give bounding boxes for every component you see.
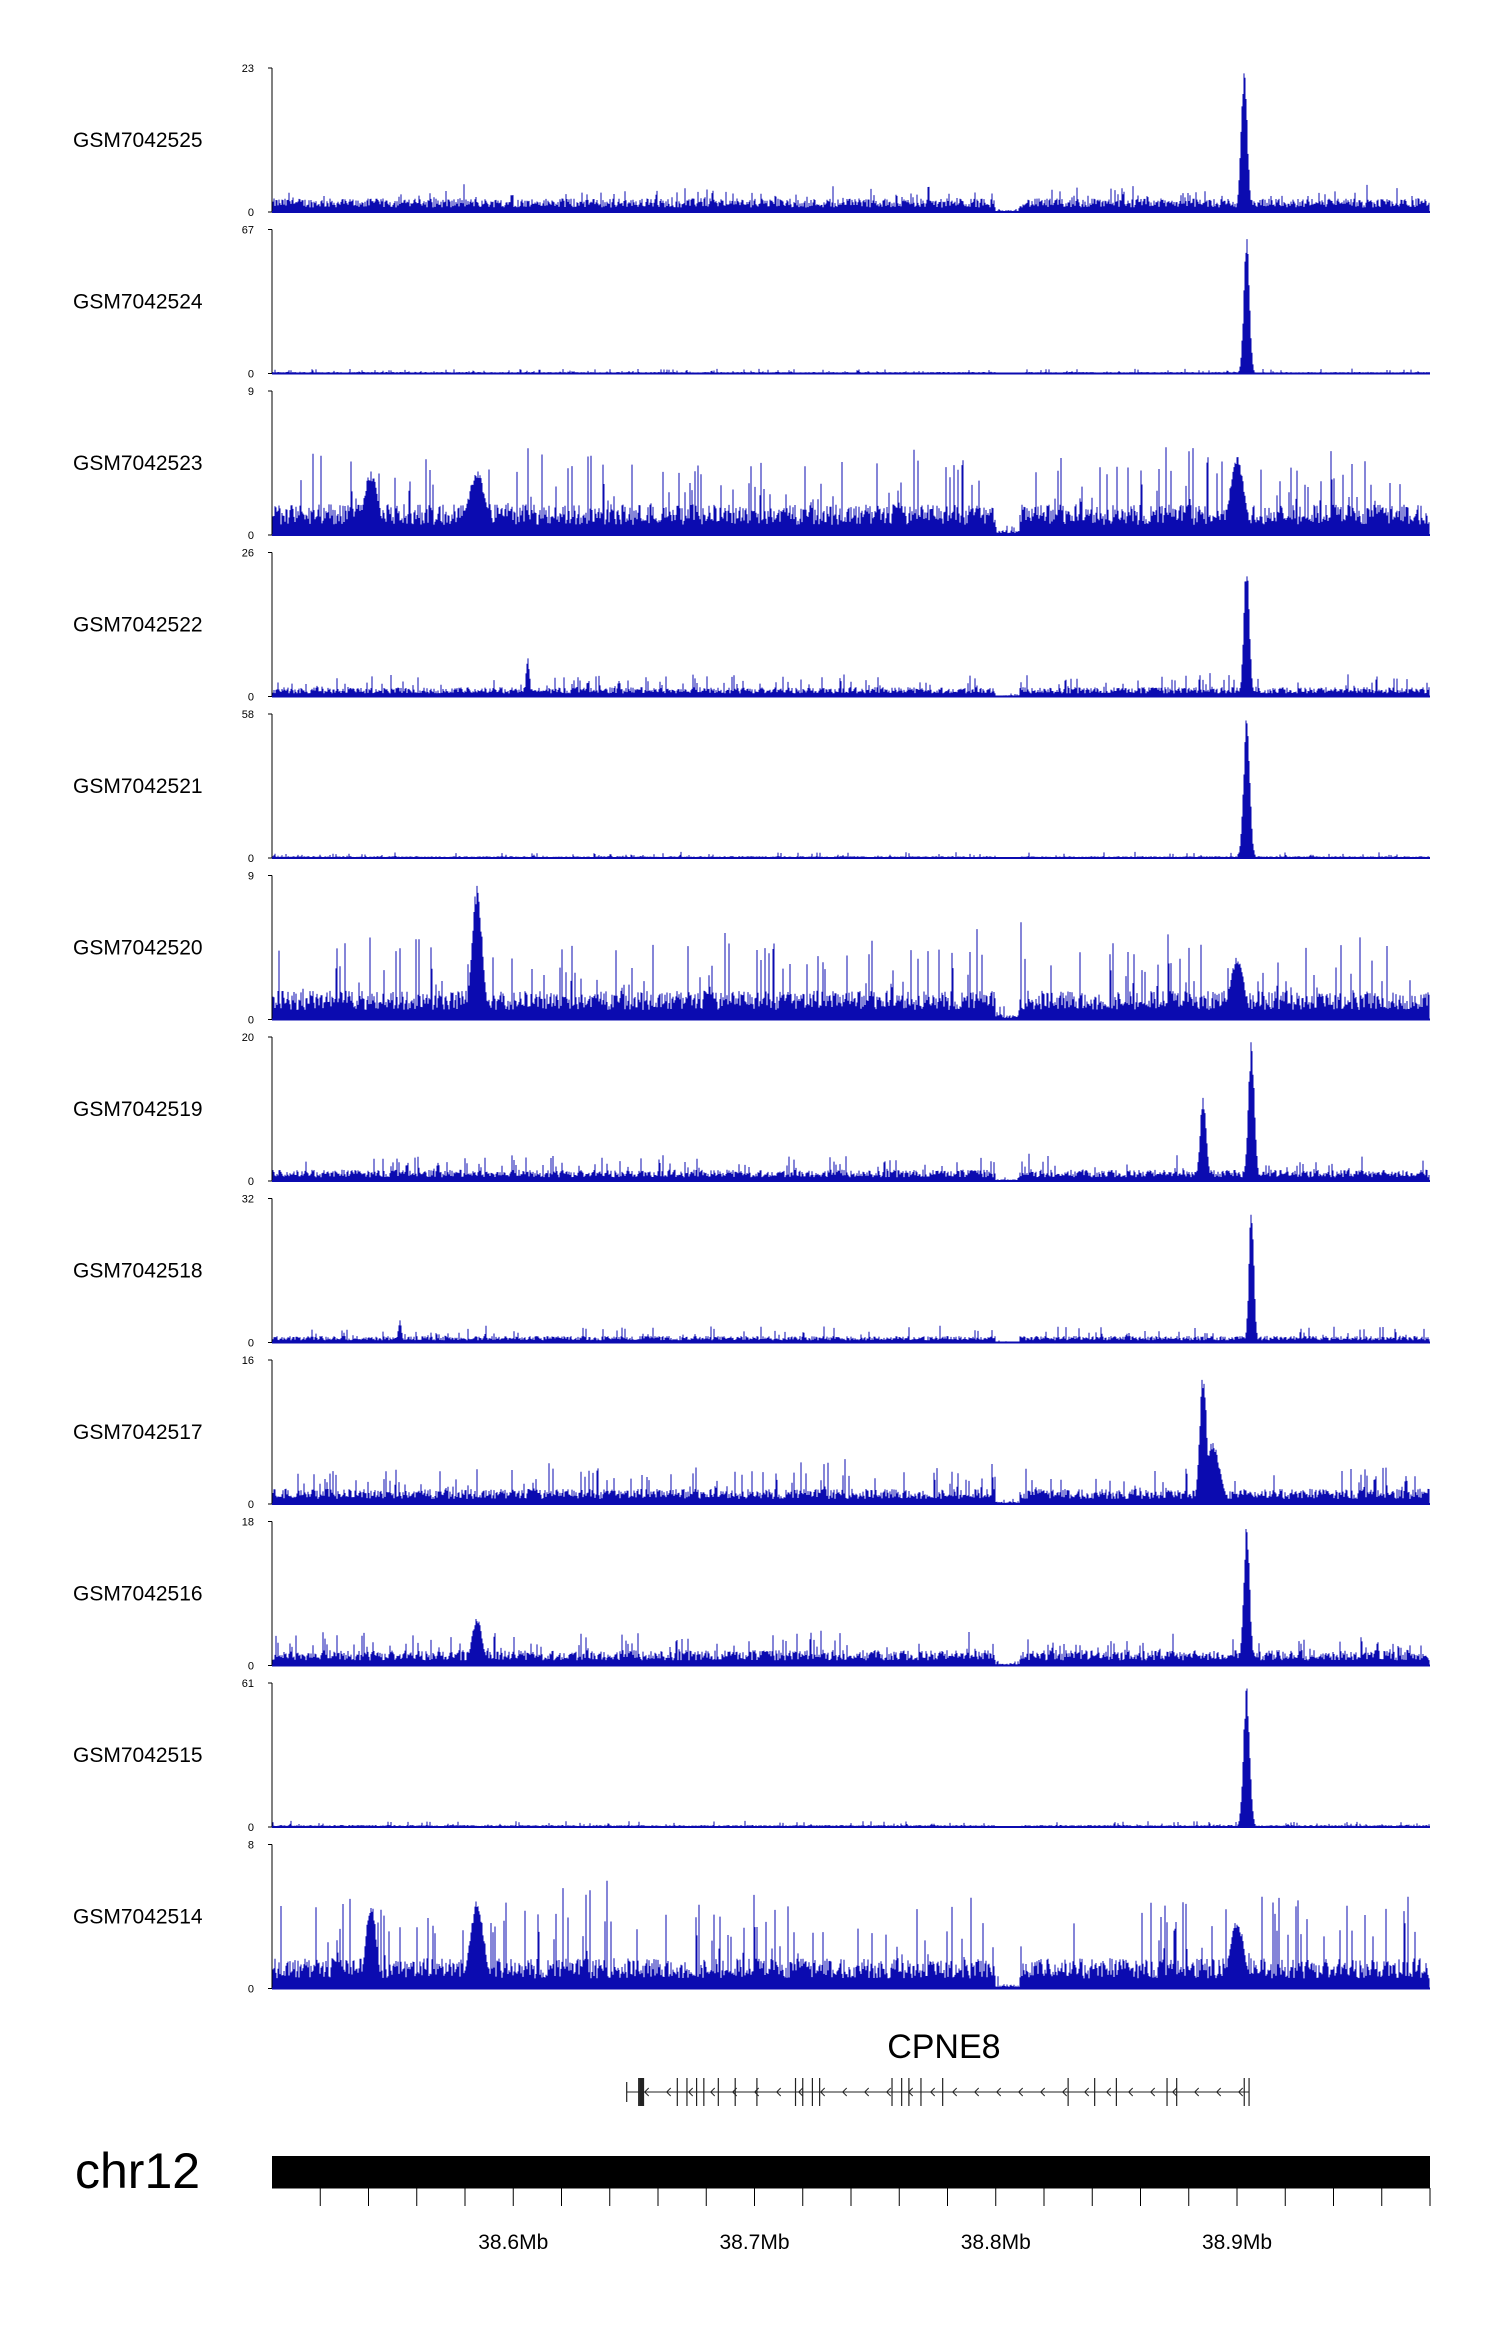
genomic-tick-label: 38.7Mb [719, 2231, 789, 2254]
strand-arrow [885, 2087, 892, 2097]
y-max-label: 26 [242, 548, 254, 560]
coverage-signal [272, 1042, 1430, 1181]
strand-arrow [1127, 2087, 1134, 2097]
track-label: GSM7042515 [73, 1744, 203, 1767]
strand-arrow [1149, 2087, 1156, 2097]
coverage-signal [272, 1214, 1430, 1343]
track-label: GSM7042525 [73, 129, 203, 152]
track-label: GSM7042519 [73, 1098, 203, 1121]
track-gsm7042524: GSM7042524 67 0 [73, 225, 1430, 381]
strand-arrow [797, 2087, 804, 2097]
genomic-tick-label: 38.9Mb [1202, 2231, 1272, 2254]
y-min-label: 0 [248, 1661, 254, 1673]
strand-arrow [863, 2087, 870, 2097]
strand-arrow [819, 2087, 826, 2097]
chromosome-label: chr12 [75, 2143, 200, 2199]
strand-arrow [1083, 2087, 1090, 2097]
track-gsm7042522: GSM7042522 26 0 [73, 548, 1430, 704]
y-max-label: 20 [242, 1032, 254, 1044]
track-gsm7042520: GSM7042520 9 0 [73, 871, 1430, 1027]
y-min-label: 0 [248, 1984, 254, 1996]
strand-arrow [1039, 2087, 1046, 2097]
coverage-signal [272, 1880, 1430, 1989]
tracks-layer: GSM7042525230GSM7042524670GSM704252390GS… [73, 63, 1430, 1996]
strand-arrow [951, 2087, 958, 2097]
track-gsm7042519: GSM7042519 20 0 [73, 1032, 1430, 1188]
coverage-signal [272, 885, 1430, 1020]
track-gsm7042521: GSM7042521 58 0 [73, 709, 1430, 865]
y-max-label: 16 [242, 1355, 254, 1367]
track-label: GSM7042516 [73, 1583, 203, 1606]
strand-arrow [1171, 2087, 1178, 2097]
coverage-signal [272, 1688, 1430, 1827]
y-max-label: 23 [242, 63, 254, 75]
strand-arrow [1017, 2087, 1024, 2097]
track-label: GSM7042518 [73, 1260, 203, 1283]
gene-track: CPNE8 [626, 2028, 1250, 2106]
track-gsm7042525: GSM7042525 23 0 [73, 63, 1430, 219]
y-min-label: 0 [248, 853, 254, 865]
y-min-label: 0 [248, 1338, 254, 1350]
track-gsm7042523: GSM7042523 9 0 [73, 386, 1430, 542]
track-gsm7042514: GSM7042514 8 0 [73, 1840, 1430, 1996]
track-gsm7042517: GSM7042517 16 0 [73, 1355, 1430, 1511]
track-label: GSM7042524 [73, 291, 203, 314]
strand-arrow [1061, 2087, 1068, 2097]
y-max-label: 32 [242, 1194, 254, 1206]
strand-arrow [1193, 2087, 1200, 2097]
track-gsm7042518: GSM7042518 32 0 [73, 1194, 1430, 1350]
y-min-label: 0 [248, 369, 254, 381]
strand-arrow [973, 2087, 980, 2097]
strand-arrow [841, 2087, 848, 2097]
genomic-tick-label: 38.6Mb [478, 2231, 548, 2254]
coverage-signal [272, 73, 1430, 212]
strand-arrow [709, 2087, 716, 2097]
strand-arrow [643, 2087, 650, 2097]
strand-arrow [1237, 2087, 1244, 2097]
strand-arrow [687, 2087, 694, 2097]
coverage-signal [272, 720, 1430, 858]
y-min-label: 0 [248, 530, 254, 542]
coverage-signal [272, 447, 1430, 535]
strand-arrow [929, 2087, 936, 2097]
genomic-tick-label: 38.8Mb [961, 2231, 1031, 2254]
y-min-label: 0 [248, 207, 254, 219]
track-label: GSM7042520 [73, 937, 203, 960]
strand-arrow [1215, 2087, 1222, 2097]
gene-label: CPNE8 [887, 2028, 1000, 2066]
y-max-label: 58 [242, 709, 254, 721]
y-max-label: 18 [242, 1517, 254, 1529]
strand-arrow [995, 2087, 1002, 2097]
y-min-label: 0 [248, 1176, 254, 1188]
chromosome-bar [272, 2156, 1430, 2188]
y-max-label: 67 [242, 225, 254, 237]
y-min-label: 0 [248, 1015, 254, 1027]
y-max-label: 61 [242, 1678, 254, 1690]
y-min-label: 0 [248, 1499, 254, 1511]
track-label: GSM7042523 [73, 452, 203, 475]
coverage-signal [272, 576, 1430, 697]
y-min-label: 0 [248, 692, 254, 704]
track-label: GSM7042522 [73, 614, 203, 637]
track-label: GSM7042517 [73, 1421, 203, 1444]
y-max-label: 9 [248, 386, 254, 398]
track-label: GSM7042521 [73, 775, 203, 798]
chromosome-ideogram: chr12 38.6Mb 38.7Mb 38.8Mb 38.9Mb [75, 2143, 1431, 2254]
y-max-label: 8 [248, 1840, 254, 1852]
y-min-label: 0 [248, 1822, 254, 1834]
y-max-label: 9 [248, 871, 254, 883]
coverage-signal [272, 1379, 1430, 1504]
track-label: GSM7042514 [73, 1906, 203, 1929]
strand-arrow [665, 2087, 672, 2097]
track-gsm7042515: GSM7042515 61 0 [73, 1678, 1430, 1834]
coverage-signal [272, 1529, 1430, 1666]
track-gsm7042516: GSM7042516 18 0 [73, 1517, 1430, 1673]
coverage-signal [272, 239, 1430, 374]
strand-arrow [775, 2087, 782, 2097]
strand-arrow [1105, 2087, 1112, 2097]
